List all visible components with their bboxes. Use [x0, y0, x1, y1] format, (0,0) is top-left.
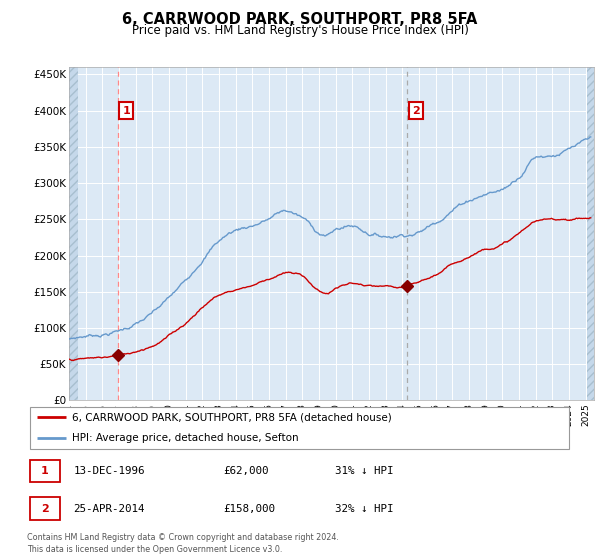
Text: £158,000: £158,000 — [224, 504, 275, 514]
Text: Contains HM Land Registry data © Crown copyright and database right 2024.
This d: Contains HM Land Registry data © Crown c… — [27, 533, 339, 554]
Text: 6, CARRWOOD PARK, SOUTHPORT, PR8 5FA: 6, CARRWOOD PARK, SOUTHPORT, PR8 5FA — [122, 12, 478, 27]
Text: 1: 1 — [41, 466, 49, 476]
Bar — [587, 67, 596, 400]
Text: £62,000: £62,000 — [224, 466, 269, 476]
Text: Price paid vs. HM Land Registry's House Price Index (HPI): Price paid vs. HM Land Registry's House … — [131, 24, 469, 36]
Text: 6, CARRWOOD PARK, SOUTHPORT, PR8 5FA (detached house): 6, CARRWOOD PARK, SOUTHPORT, PR8 5FA (de… — [72, 412, 392, 422]
FancyBboxPatch shape — [30, 407, 569, 449]
Bar — [69, 67, 78, 400]
Text: HPI: Average price, detached house, Sefton: HPI: Average price, detached house, Seft… — [72, 433, 298, 444]
Text: 32% ↓ HPI: 32% ↓ HPI — [335, 504, 394, 514]
Text: 2: 2 — [412, 106, 420, 116]
FancyBboxPatch shape — [30, 497, 60, 520]
Text: 31% ↓ HPI: 31% ↓ HPI — [335, 466, 394, 476]
FancyBboxPatch shape — [30, 460, 60, 482]
Text: 2: 2 — [41, 504, 49, 514]
Text: 1: 1 — [122, 106, 130, 116]
Text: 25-APR-2014: 25-APR-2014 — [73, 504, 145, 514]
Text: 13-DEC-1996: 13-DEC-1996 — [73, 466, 145, 476]
